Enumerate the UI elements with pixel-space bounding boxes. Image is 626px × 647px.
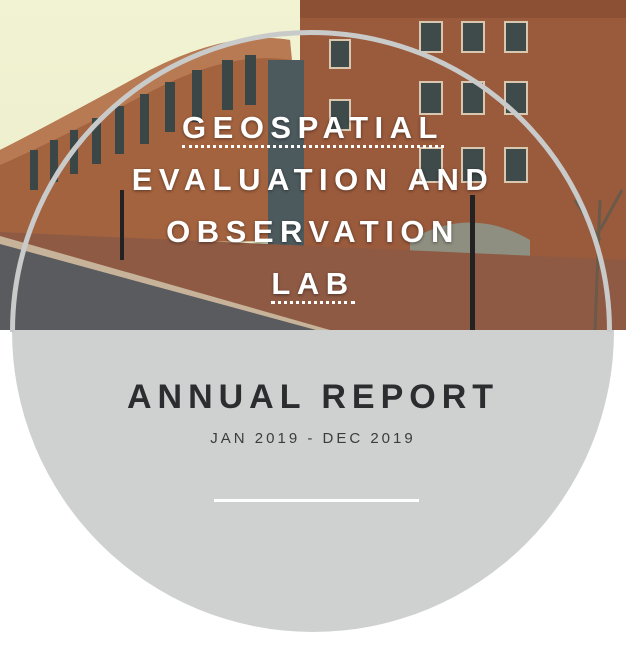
title-line-1: GEOSPATIAL bbox=[182, 110, 444, 148]
title-line-2: EVALUATION AND bbox=[131, 162, 495, 197]
report-heading: ANNUAL REPORT bbox=[126, 378, 500, 416]
report-date-range: JAN 2019 - DEC 2019 bbox=[210, 430, 416, 447]
report-panel bbox=[0, 330, 626, 647]
lab-title: GEOSPATIAL EVALUATION AND OBSERVATION LA… bbox=[0, 102, 626, 310]
title-line-4: LAB bbox=[271, 266, 355, 304]
grey-circle bbox=[12, 330, 614, 632]
title-line-3: OBSERVATION bbox=[166, 214, 460, 249]
divider bbox=[214, 499, 419, 502]
